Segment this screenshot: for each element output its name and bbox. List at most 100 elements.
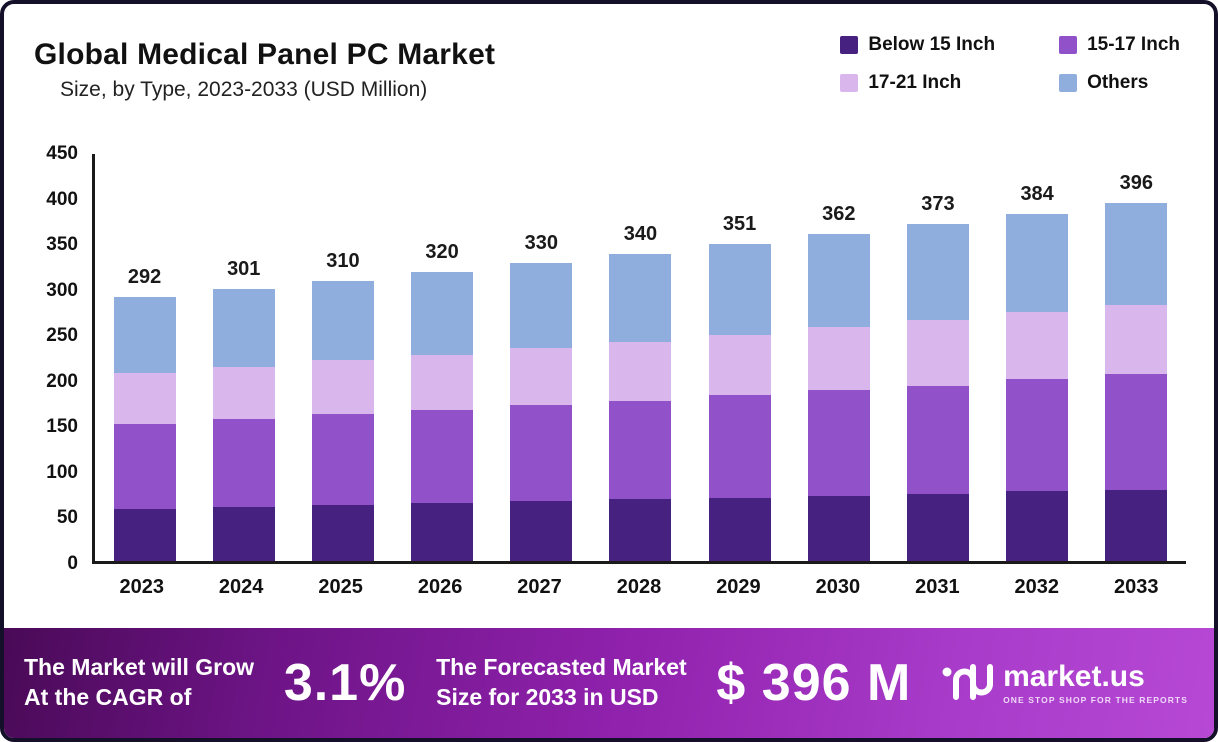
- bar-stack: [311, 280, 374, 561]
- bar-column-2033: 396: [1105, 154, 1168, 561]
- bar-segment-15-17-inch: [411, 409, 474, 504]
- bar-segment-17-21-inch: [411, 354, 474, 410]
- bar-column-2029: 351: [708, 154, 771, 561]
- bar-column-2030: 362: [807, 154, 870, 561]
- bar-stack: [1105, 202, 1168, 561]
- legend-item-17-21-inch: 17-21 Inch: [840, 72, 995, 94]
- x-axis-label: 2032: [1014, 576, 1060, 598]
- x-axis-label: 2029: [716, 576, 761, 598]
- bar-segment-below-15-inch: [311, 504, 374, 561]
- chart-legend: Below 15 Inch 15-17 Inch 17-21 Inch Othe…: [840, 20, 1186, 94]
- legend-label: Others: [1087, 72, 1149, 93]
- bar-segment-15-17-inch: [1105, 373, 1168, 490]
- bar-stack: [708, 243, 771, 561]
- bar-value-label: 301: [227, 257, 261, 280]
- chart-header: Global Medical Panel PC Market Size, by …: [32, 20, 1186, 116]
- bar-segment-others: [807, 233, 870, 327]
- plot-wrap: 292 301 310 320 330 340 351 362 373 384 396 2023 20…: [92, 154, 1186, 599]
- bar-value-label: 330: [524, 231, 558, 254]
- bar-segment-17-21-inch: [212, 366, 275, 419]
- bar-segment-others: [906, 223, 969, 321]
- forecast-text-line1: The Forecasted Market: [436, 654, 687, 681]
- legend-item-others: Others: [1059, 72, 1180, 94]
- bar-value-label: 373: [921, 192, 955, 215]
- bar-segment-17-21-inch: [510, 348, 573, 406]
- chart-body: 0 50 100 150 200 250 300 350 400 450 292 301 310 320…: [32, 143, 1186, 599]
- y-axis-label: 300: [46, 279, 78, 301]
- bar-value-label: 292: [127, 265, 162, 288]
- bar-stack: [212, 288, 275, 561]
- bar-column-2026: 320: [411, 154, 474, 561]
- y-axis-label: 100: [46, 461, 78, 483]
- bar-segment-below-15-inch: [510, 501, 573, 561]
- x-axis-label: 2033: [1114, 576, 1159, 598]
- chart-section: Global Medical Panel PC Market Size, by …: [4, 4, 1214, 628]
- bar-segment-15-17-inch: [807, 390, 870, 496]
- brand-block: market.us ONE STOP SHOP FOR THE REPORTS: [941, 659, 1188, 708]
- legend-item-15-17-inch: 15-17 Inch: [1059, 34, 1180, 56]
- bar-segment-below-15-inch: [807, 495, 870, 561]
- bar-segment-17-21-inch: [609, 342, 672, 401]
- y-axis-label: 450: [46, 143, 78, 164]
- bar-column-2023: 292: [113, 154, 176, 561]
- bar-stack: [1006, 213, 1069, 561]
- bar-segment-below-15-inch: [212, 506, 275, 561]
- bar-segment-others: [311, 280, 374, 361]
- bar-column-2027: 330: [510, 154, 573, 561]
- cagr-text: The Market will Grow At the CAGR of: [24, 653, 254, 713]
- legend-item-below-15-inch: Below 15 Inch: [840, 34, 995, 56]
- bar-value-label: 384: [1020, 182, 1054, 205]
- bar-segment-others: [411, 271, 474, 355]
- bar-segment-17-21-inch: [708, 334, 771, 396]
- legend-label: 17-21 Inch: [868, 72, 962, 93]
- y-axis-label: 0: [67, 553, 78, 574]
- x-axis-label: 2031: [915, 576, 960, 598]
- x-axis-label: 2030: [815, 576, 861, 598]
- bar-segment-others: [609, 253, 672, 343]
- y-axis-label: 350: [46, 234, 78, 256]
- bar-stack: [807, 233, 870, 561]
- bar-stack: [906, 223, 969, 561]
- bar-stack: [113, 296, 176, 561]
- x-axis: 2023 2024 2025 2026 2027 2028 2029 2030 2031 2032…: [92, 576, 1186, 599]
- cagr-text-line1: The Market will Grow: [24, 654, 255, 681]
- bar-segment-17-21-inch: [1105, 305, 1168, 374]
- bar-segment-15-17-inch: [906, 385, 969, 495]
- chart-title: Global Medical Panel PC Market: [34, 38, 496, 71]
- bar-column-2032: 384: [1006, 154, 1069, 561]
- bar-segment-15-17-inch: [708, 395, 771, 498]
- bar-segment-others: [1006, 213, 1069, 313]
- x-axis-label: 2027: [517, 576, 562, 598]
- bar-segment-below-15-inch: [708, 497, 771, 561]
- legend-label: Below 15 Inch: [868, 34, 996, 55]
- bar-segment-others: [1105, 202, 1168, 306]
- bar-segment-15-17-inch: [311, 414, 374, 505]
- legend-swatch-15-17-inch: [1059, 36, 1078, 54]
- title-block: Global Medical Panel PC Market Size, by …: [32, 20, 495, 102]
- y-axis-label: 200: [46, 370, 78, 392]
- bar-segment-below-15-inch: [906, 494, 969, 561]
- bar-segment-15-17-inch: [1006, 379, 1069, 492]
- market-us-logo-icon: [941, 659, 994, 708]
- bar-segment-15-17-inch: [510, 405, 573, 502]
- bar-segment-17-21-inch: [311, 360, 374, 415]
- bar-stack: [609, 253, 672, 562]
- y-axis-label: 400: [46, 188, 78, 210]
- bar-value-label: 362: [822, 202, 856, 225]
- brand-name: market.us: [1003, 660, 1145, 694]
- bar-value-label: 310: [326, 249, 360, 272]
- y-axis-label: 250: [46, 325, 78, 347]
- bar-segment-below-15-inch: [411, 503, 474, 561]
- bar-value-label: 351: [722, 212, 757, 235]
- forecast-text: The Forecasted Market Size for 2033 in U…: [436, 653, 687, 713]
- bar-segment-below-15-inch: [609, 499, 672, 561]
- legend-swatch-others: [1059, 74, 1078, 92]
- bar-segment-below-15-inch: [1006, 491, 1069, 561]
- x-axis-label: 2023: [119, 576, 164, 598]
- bottom-banner: The Market will Grow At the CAGR of 3.1%…: [4, 628, 1214, 738]
- bar-column-2031: 373: [906, 154, 969, 561]
- bar-segment-others: [708, 243, 771, 335]
- bar-segment-17-21-inch: [113, 372, 176, 424]
- bar-segment-below-15-inch: [1105, 489, 1168, 561]
